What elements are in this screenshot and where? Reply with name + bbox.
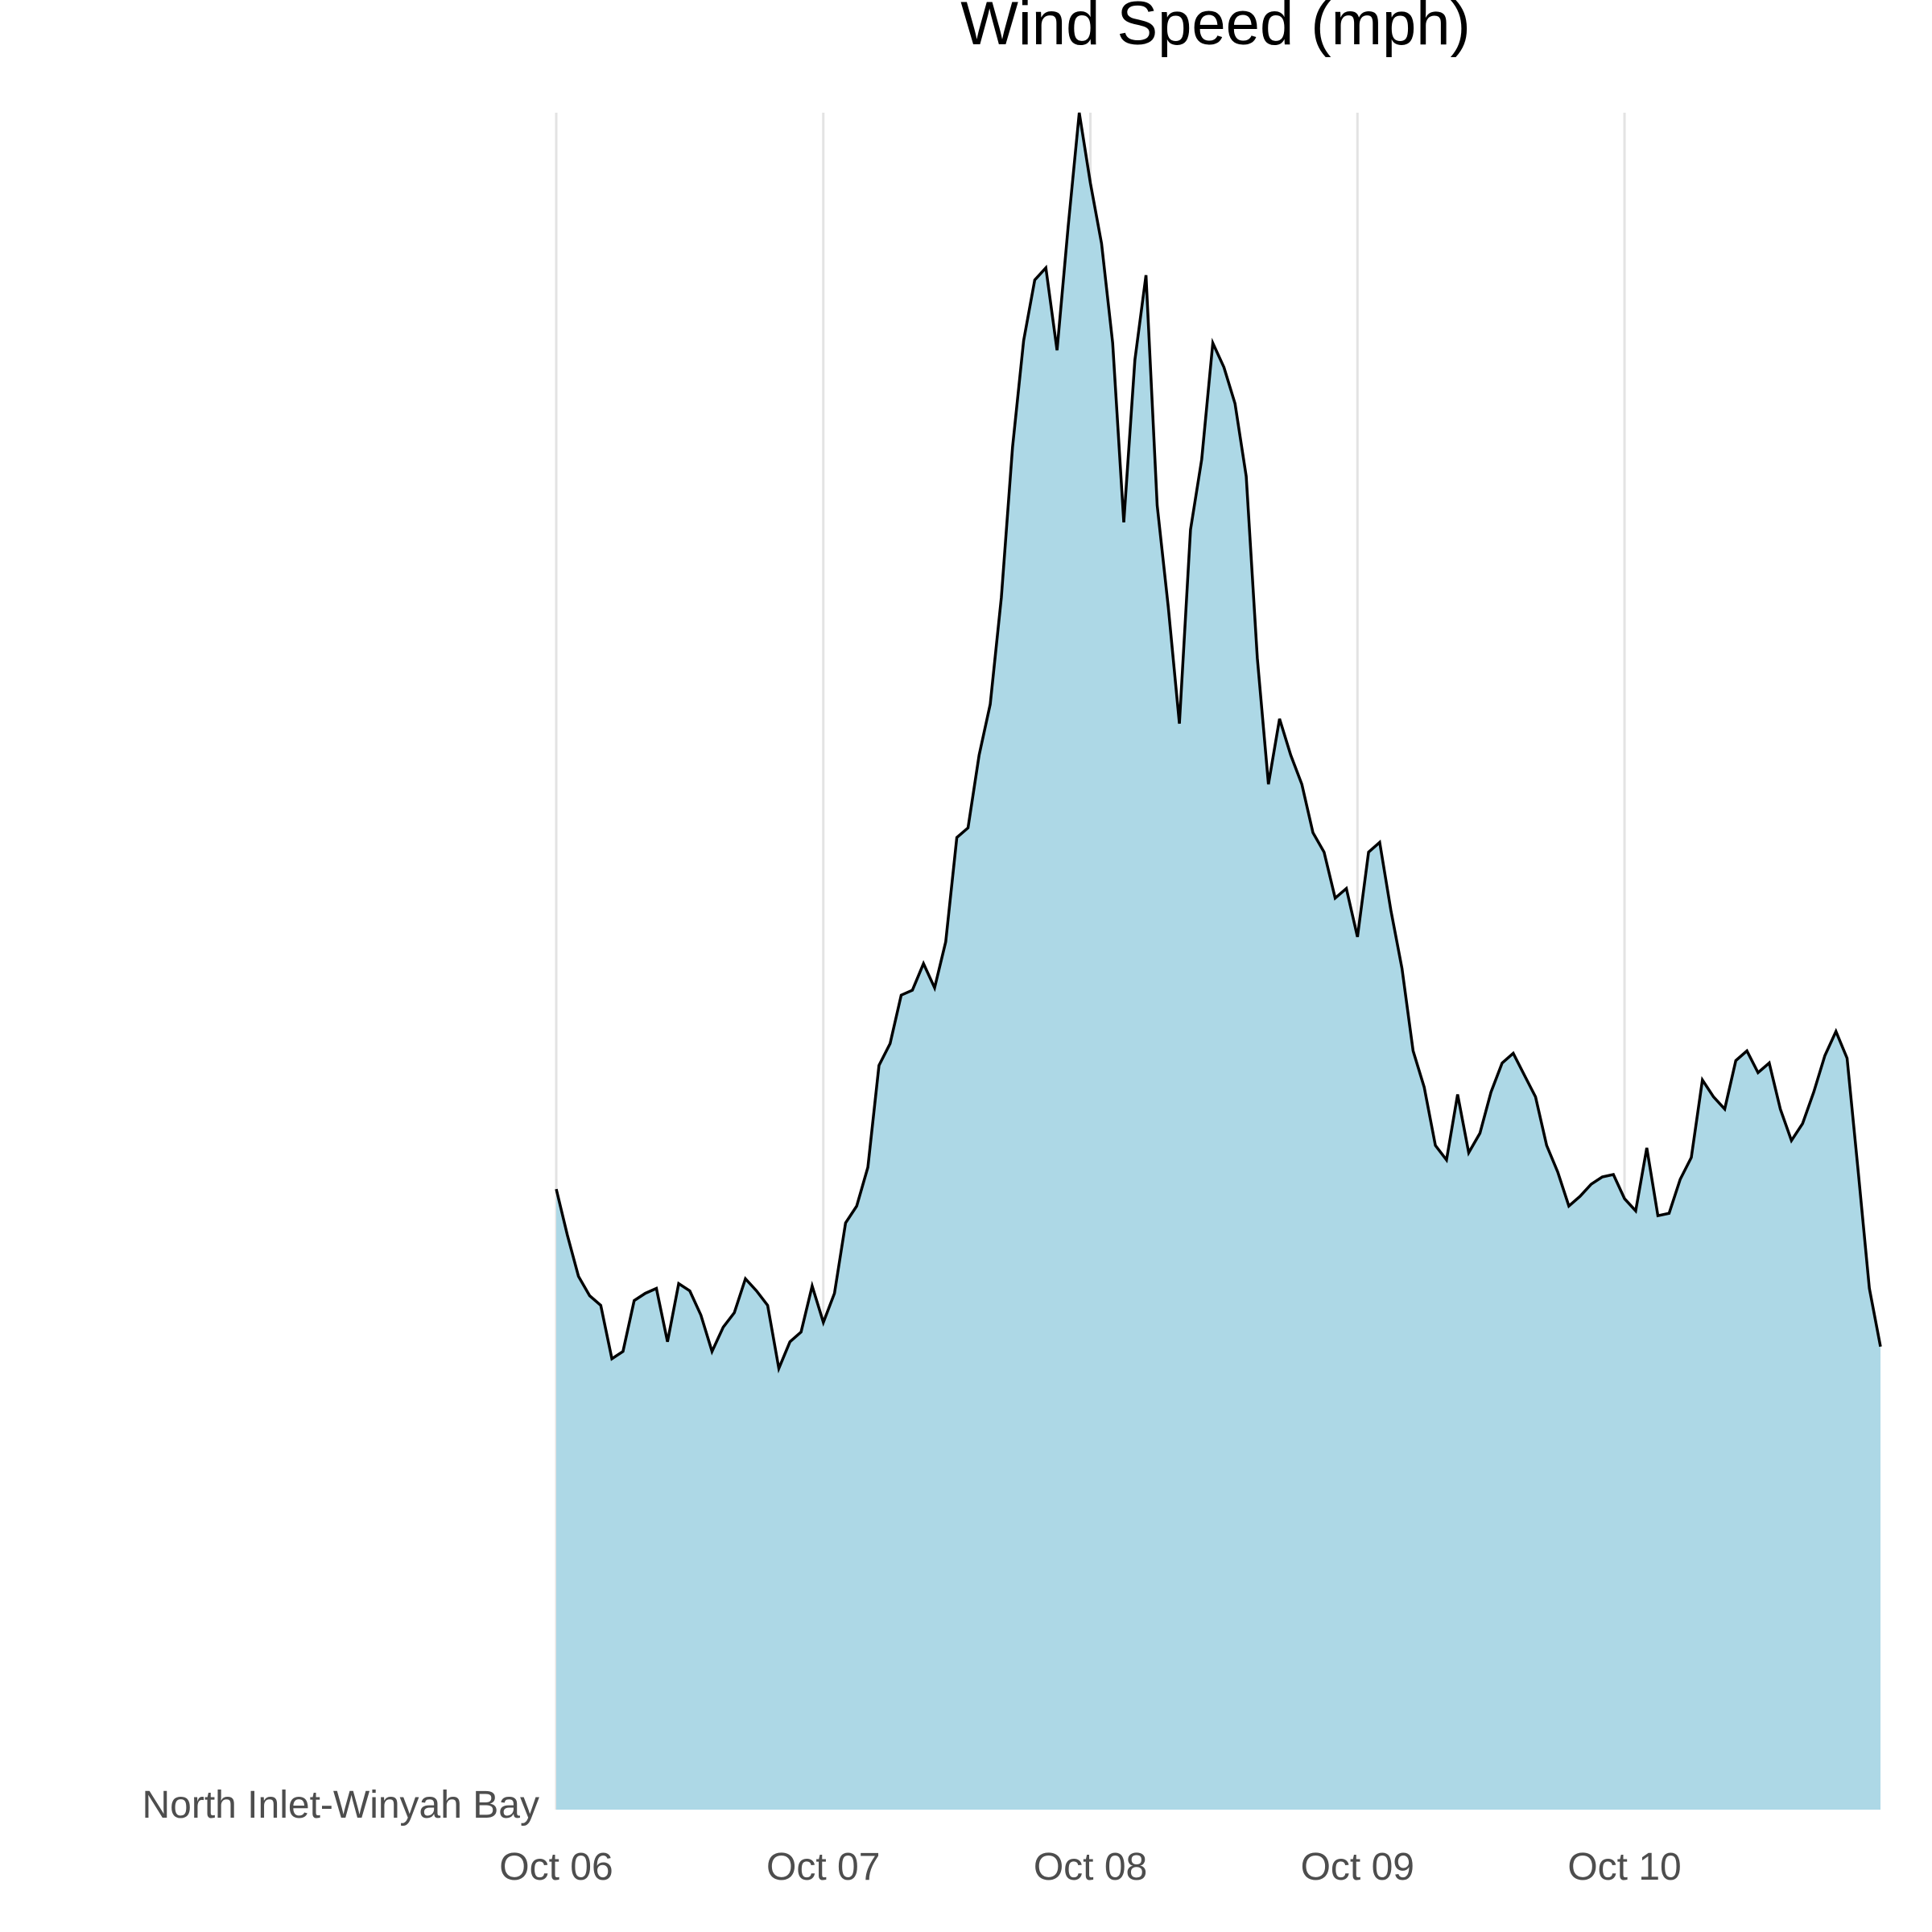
- x-tick-label: Oct 06: [499, 1846, 613, 1889]
- x-tick-label: Oct 07: [766, 1846, 880, 1889]
- x-tick-label: Oct 08: [1034, 1846, 1147, 1889]
- wind-speed-area: [556, 113, 1880, 1810]
- plot-area: [555, 112, 1882, 1810]
- y-category-label: North Inlet-Winyah Bay: [142, 1784, 539, 1827]
- wind-speed-line: [555, 112, 1882, 1374]
- x-tick-label: Oct 10: [1567, 1846, 1681, 1889]
- x-tick-label: Oct 09: [1301, 1846, 1414, 1889]
- x-axis-ticks: Oct 06 Oct 07 Oct 08 Oct 09 Oct 10: [499, 1846, 1681, 1889]
- chart-title: Wind Speed (mph): [960, 0, 1471, 58]
